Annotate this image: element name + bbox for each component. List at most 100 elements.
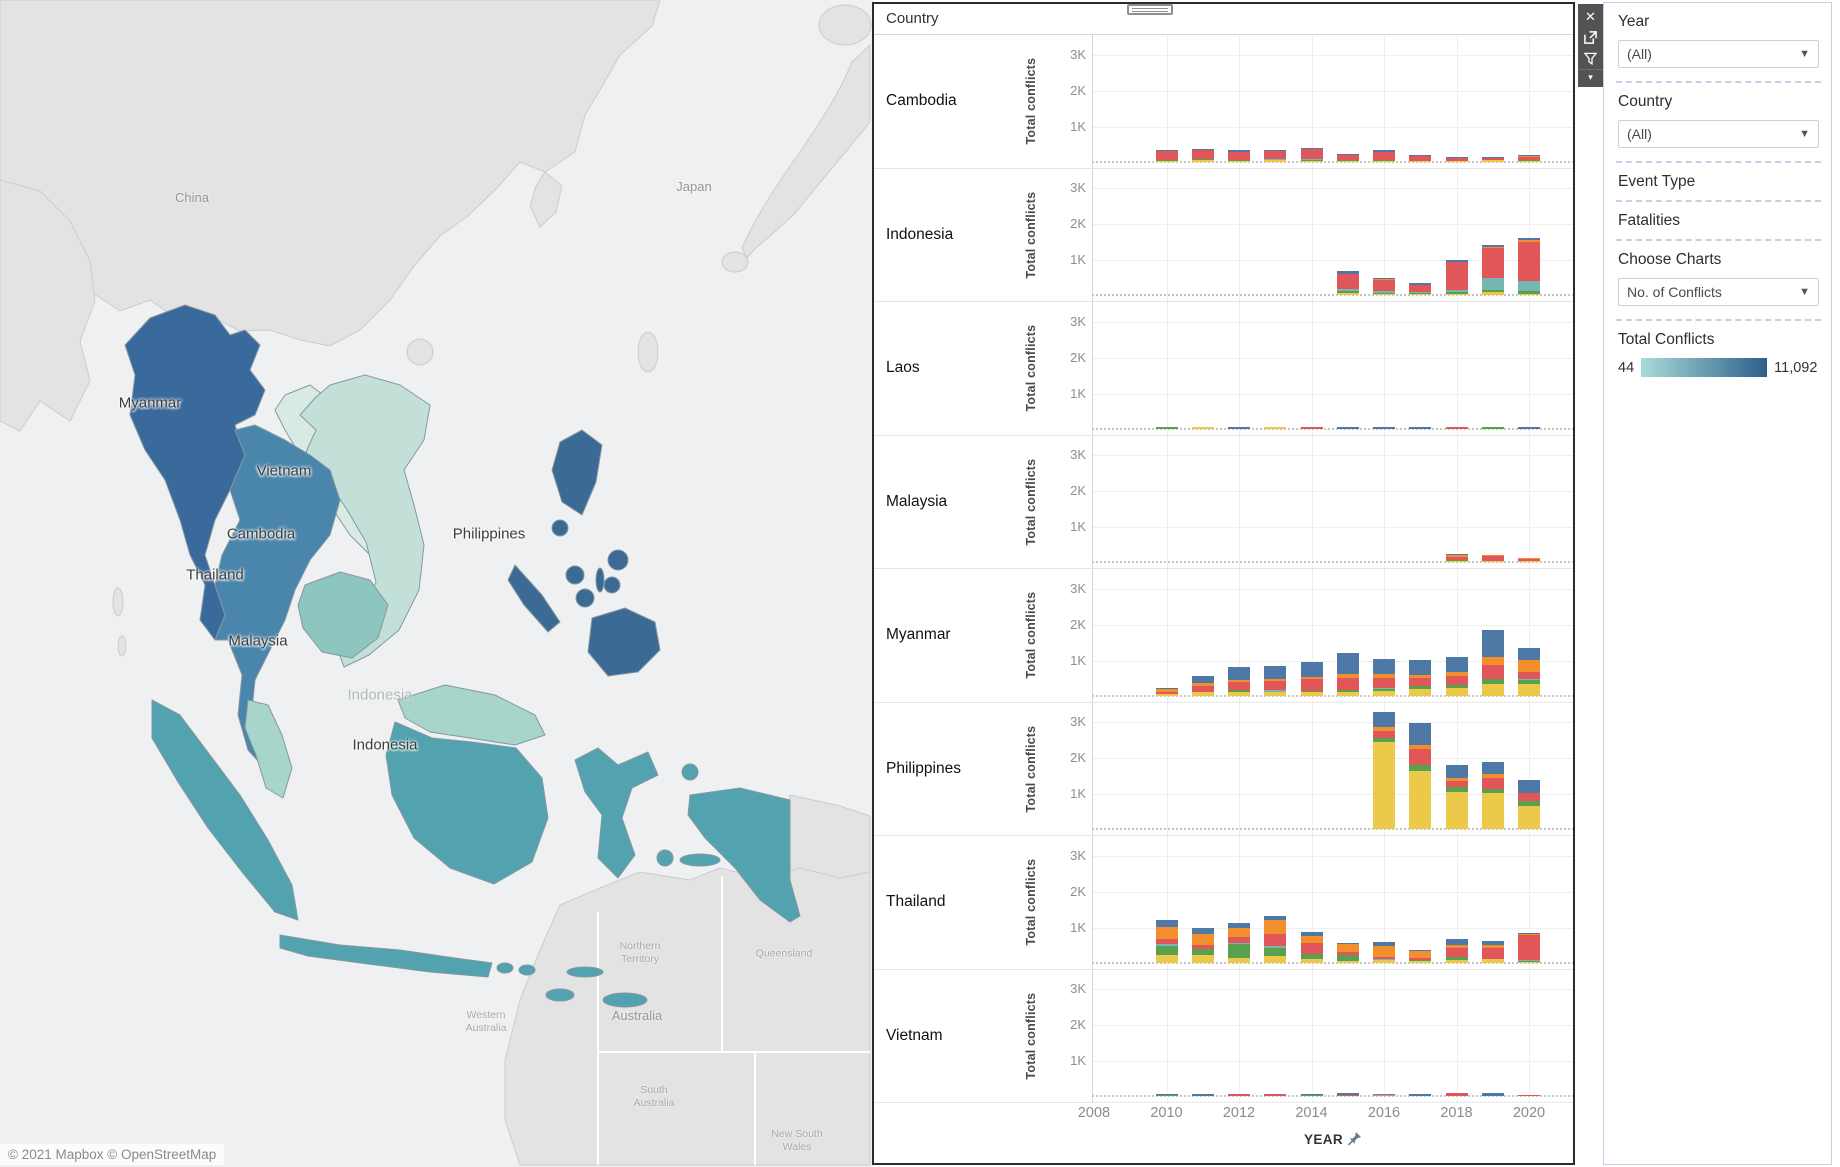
bar-segment[interactable] [1445, 777, 1468, 781]
bar-segment[interactable] [1191, 685, 1214, 693]
bar-segment[interactable] [1300, 678, 1323, 691]
bar-segment[interactable] [1445, 261, 1468, 263]
bar-segment[interactable] [1336, 952, 1359, 956]
bar-segment[interactable] [1481, 656, 1504, 666]
bar-segment[interactable] [1518, 659, 1540, 673]
bar-segment[interactable] [1481, 278, 1504, 290]
bar-segment[interactable] [1481, 157, 1504, 159]
map-country-philippines-mindoro[interactable] [551, 519, 569, 537]
bar-segment[interactable] [1373, 691, 1395, 696]
bar-segment[interactable] [1445, 939, 1468, 945]
bar-segment[interactable] [1191, 682, 1214, 686]
bar-segment[interactable] [1155, 151, 1178, 160]
bar-segment[interactable] [1264, 948, 1287, 957]
bar-segment[interactable] [1300, 959, 1323, 963]
bar-segment[interactable] [1228, 937, 1250, 944]
bar-segment[interactable] [1155, 149, 1178, 151]
bar-segment[interactable] [1373, 958, 1395, 961]
bar-segment[interactable] [1481, 247, 1504, 249]
bar-segment[interactable] [1518, 793, 1540, 801]
bar-segment[interactable] [1336, 677, 1359, 691]
bar-segment[interactable] [1445, 688, 1468, 696]
bar-segment[interactable] [1228, 944, 1250, 959]
bar-segment[interactable] [1409, 674, 1432, 678]
bar-segment[interactable] [1264, 426, 1287, 429]
bar-segment[interactable] [1409, 745, 1432, 750]
bar-segment[interactable] [1373, 687, 1395, 690]
bar-segment[interactable] [1373, 673, 1395, 678]
bar-segment[interactable] [1518, 280, 1540, 292]
bar-segment[interactable] [1481, 789, 1504, 793]
bar-segment[interactable] [1300, 942, 1323, 955]
bar-segment[interactable] [1518, 680, 1540, 684]
map-country-indonesia-flores[interactable] [566, 966, 604, 978]
bar-segment[interactable] [1481, 560, 1504, 562]
bar-segment[interactable] [1518, 291, 1540, 294]
map-country-indonesia-sulawesi[interactable] [574, 747, 659, 879]
bar-segment[interactable] [1518, 648, 1540, 660]
bar-segment[interactable] [1481, 158, 1504, 161]
bar-segment[interactable] [1445, 554, 1468, 557]
bar-segment[interactable] [1373, 677, 1395, 688]
bar-segment[interactable] [1336, 942, 1359, 945]
bar-segment[interactable] [1373, 292, 1395, 294]
bar-segment[interactable] [1228, 922, 1250, 928]
bar-segment[interactable] [1409, 771, 1432, 829]
bar-segment[interactable] [1228, 679, 1250, 682]
bar-segment[interactable] [1191, 149, 1214, 151]
bar-segment[interactable] [1445, 427, 1468, 429]
bar-segment[interactable] [1409, 961, 1432, 963]
map-country-indonesia-papua[interactable] [687, 787, 801, 923]
bar-segment[interactable] [1300, 662, 1323, 677]
country-dropdown[interactable]: (All) ▼ [1618, 120, 1819, 148]
bar-segment[interactable] [1264, 956, 1287, 963]
bar-segment[interactable] [1336, 690, 1359, 692]
bar-segment[interactable] [1481, 1093, 1504, 1096]
bar-segment[interactable] [1300, 158, 1323, 160]
bar-segment[interactable] [1155, 946, 1178, 955]
bar-segment[interactable] [1373, 151, 1395, 160]
bar-segment[interactable] [1518, 679, 1540, 681]
bar-segment[interactable] [1336, 1093, 1359, 1096]
map-country-indonesia-kalimantan[interactable] [385, 721, 549, 885]
map-country-myanmar[interactable] [124, 304, 266, 641]
bar-segment[interactable] [1264, 946, 1287, 949]
bar-segment[interactable] [1481, 560, 1504, 562]
bar-segment[interactable] [1264, 150, 1287, 159]
bar-segment[interactable] [1373, 741, 1395, 829]
bar-segment[interactable] [1373, 738, 1395, 742]
bar-segment[interactable] [1409, 951, 1432, 958]
bar-segment[interactable] [1155, 689, 1178, 692]
bar-segment[interactable] [1191, 948, 1214, 956]
bar-segment[interactable] [1445, 292, 1468, 294]
bar-segment[interactable] [1264, 692, 1287, 696]
map-country-philippines-palawan[interactable] [507, 564, 561, 633]
bar-segment[interactable] [1518, 672, 1540, 680]
map-country-indonesia-sumatra[interactable] [151, 699, 299, 921]
bar-segment[interactable] [1445, 787, 1468, 792]
bar-segment[interactable] [1336, 1094, 1359, 1096]
bar-segment[interactable] [1373, 1093, 1395, 1096]
bar-segment[interactable] [1518, 237, 1540, 241]
bar-segment[interactable] [1481, 248, 1504, 279]
bar-segment[interactable] [1373, 150, 1395, 152]
bar-segment[interactable] [1336, 271, 1359, 274]
bar-segment[interactable] [1445, 685, 1468, 689]
bar-segment[interactable] [1264, 678, 1287, 682]
bar-segment[interactable] [1481, 629, 1504, 657]
bar-segment[interactable] [1445, 956, 1468, 961]
bar-segment[interactable] [1481, 793, 1504, 829]
bar-segment[interactable] [1373, 427, 1395, 429]
map-country-philippines-negros[interactable] [575, 588, 595, 608]
bar-segment[interactable] [1191, 676, 1214, 683]
bar-segment[interactable] [1518, 240, 1540, 242]
bar-segment[interactable] [1409, 688, 1432, 696]
bar-segment[interactable] [1300, 1094, 1323, 1096]
bar-segment[interactable] [1445, 791, 1468, 829]
map-country-philippines-mindanao[interactable] [587, 607, 661, 677]
bar-segment[interactable] [1264, 934, 1287, 947]
map-country-indonesia-sumba[interactable] [545, 988, 575, 1002]
bar-segment[interactable] [1481, 774, 1504, 778]
bar-segment[interactable] [1300, 160, 1323, 162]
bar-segment[interactable] [1155, 693, 1178, 696]
